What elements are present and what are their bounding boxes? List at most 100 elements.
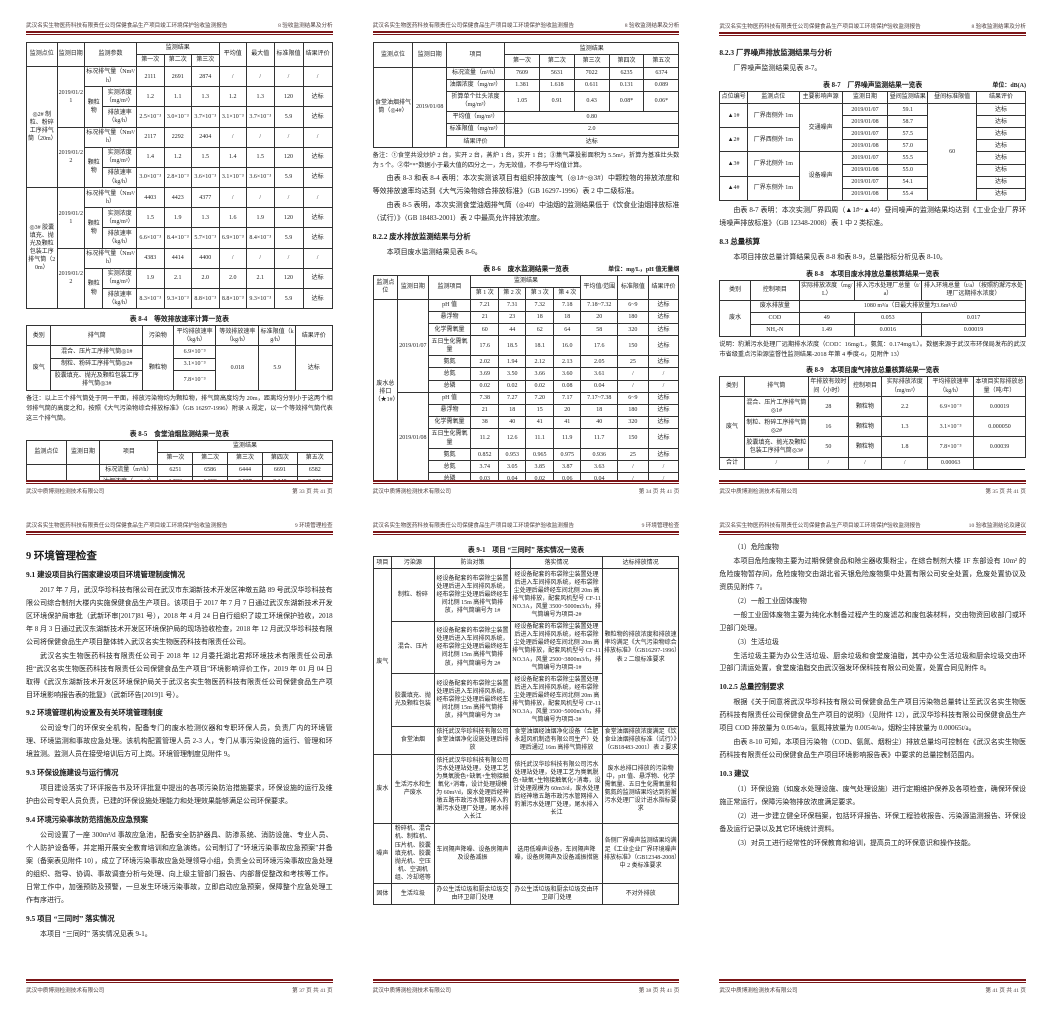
table-row: 总磷 0.03 0.04 0.02 0.06 0.04// xyxy=(373,472,680,480)
table-cell: 0.04 xyxy=(497,472,527,480)
table-cell: 食堂油烟 xyxy=(390,725,435,756)
table-cell: 4377 xyxy=(191,187,220,209)
page-header-section: 9 环境管理检查 xyxy=(641,523,680,529)
table-cell: 0.00019 xyxy=(921,323,1026,338)
report-page-1: 武汉名实生物医药科技有限责任公司保健食品生产项目竣工环境保护验收监测报告 8 验收… xyxy=(14,16,345,501)
table-cell: 15 xyxy=(525,403,554,417)
table-cell: 2019/01/21 xyxy=(56,187,86,249)
table-cell: 制粒、粉碎 xyxy=(390,568,435,622)
table-cell: 2019/01/22 xyxy=(56,126,86,189)
page-header-title: 武汉名实生物医药科技有限责任公司保健食品生产项目竣工环境保护验收监测报告 xyxy=(26,523,228,529)
table-cell: 62 xyxy=(525,323,554,337)
table-cell: 厂界东侧外 1m xyxy=(746,175,800,201)
table-cell: 2.0 xyxy=(191,267,220,290)
table-row: 食堂油烟排气筒（◎4#） 2019/01/08 标况流量（m³/h） 7609 5631… xyxy=(372,66,680,149)
table-cell: 180 xyxy=(617,310,649,325)
paragraph: （1）环保设施（如废水处理设施、废气处理设施）进行定期维护保养及各项检查，确保环… xyxy=(719,785,1026,806)
table-cell: 达标 xyxy=(976,139,1026,153)
table-cell: 2111 xyxy=(136,65,165,88)
table-cell: 类别 xyxy=(719,279,751,301)
table-cell: 0.975 xyxy=(552,448,582,462)
table-cell: 实测浓度（mg/m³） xyxy=(102,267,137,290)
table-cell: 第一次 xyxy=(504,54,540,68)
table-cell: 0.02 xyxy=(525,379,554,393)
table-cell: 监测点位 xyxy=(372,274,399,300)
table-cell: 生活污水和生产废水 xyxy=(390,754,435,824)
page-footer: 武汉中质博测检测技术有限公司 第 37 页 共 41 页 xyxy=(26,979,333,996)
table-note: 备注：①食堂共设炒炉 2 台，实开 2 台，蒸炉 1 台，实开 1 台；③集气罩… xyxy=(372,152,680,170)
paragraph: 生活垃圾主要为办公生活垃圾、厨余垃圾和食堂废油脂，其中办公生活垃圾和厨余垃圾交由… xyxy=(719,651,1026,673)
table-cell: 达标 xyxy=(647,448,680,462)
table-cell: 1.3 xyxy=(246,86,275,108)
table-cell: 制粒、粉碎工序排气筒◎2# xyxy=(50,357,144,371)
table-cell: 2019/01/08 xyxy=(841,139,889,153)
table-cell: 2019/01/08 xyxy=(841,163,889,177)
table-cell: / xyxy=(647,472,680,480)
table-cell: 50 xyxy=(807,436,849,458)
table-cell: 6586 xyxy=(192,463,229,477)
table-cell: 经设备配套的布袋除尘装置处理后进入车间排风系统，经布袋除尘处理后最终经车间北侧 … xyxy=(433,673,512,727)
table-cell: 达标 xyxy=(302,166,333,189)
table-cell: ▲3# xyxy=(719,151,748,177)
table-cell: 0.02 xyxy=(525,472,554,480)
table-cell: 各侧厂界噪声监测结果均满足《工业企业厂界环境噪声排放标准》（GB12348-20… xyxy=(601,822,680,885)
table-cell: 0.03 xyxy=(470,472,499,480)
page-header-section: 8 验收监测结果及分析 xyxy=(624,23,680,30)
table-cell: 1.8 xyxy=(881,436,929,458)
table-cell: 标准限值（mg/m³） xyxy=(445,122,506,137)
table-cell: 23 xyxy=(497,310,527,325)
table-cell: 7609 xyxy=(504,66,540,80)
table-cell: / xyxy=(617,379,649,393)
table-cell: 6.9×10⁻³ xyxy=(218,227,247,249)
table-cell: 6~9 xyxy=(617,298,649,312)
table-cell: 3.66 xyxy=(525,367,554,381)
table-cell: / xyxy=(273,65,304,88)
page-header-title: 武汉名实生物医药科技有限责任公司保健食品生产项目竣工环境保护验收监测报告 xyxy=(719,24,921,30)
table-cell: 0.02 xyxy=(497,379,527,393)
table-cell: 标况排气量（Nm³/h） xyxy=(84,187,137,209)
table-cell: 5.9 xyxy=(273,106,304,128)
table-cell: 第四次 xyxy=(261,451,298,465)
table-cell: 监测点位 xyxy=(26,41,58,67)
table-cell: 总磷 xyxy=(427,379,472,393)
table-note: 说明：豹澥污水处理厂远期排水浓度（COD：16mg/L，氨氮：0.174mg/L… xyxy=(719,341,1026,358)
table-cell: 年排放有效时间（小时） xyxy=(807,375,849,398)
table-title: 表 8-4 等效排放速率计算一览表 xyxy=(129,316,229,324)
table-row: ▲1# 厂界南侧外 1m 交通噪声 2019/01/07 59.1 60 达标 xyxy=(719,103,1026,201)
table-cell: 0.131 xyxy=(608,78,645,92)
table-cell: ◎3# 胶囊填充、抛光及颗粒包装工序排气筒（20m） xyxy=(26,187,58,310)
table-cell: 折算单个灶头浓度（mg/m³） xyxy=(445,90,506,112)
table-cell: 8.3×10⁻³ xyxy=(136,288,165,310)
table-cell: 17.6 xyxy=(580,335,619,357)
table-cell: / xyxy=(743,456,809,470)
footer-page-number: 第 41 页 共 41 页 xyxy=(985,988,1026,994)
table-cell: 经设备配套的布袋除尘装置处理后进入车间排风系统，经布袋除尘处理后最终经车间北侧 … xyxy=(510,673,603,727)
table-cell: 悬浮物 xyxy=(427,403,472,417)
table-row: 胶囊填充、抛光及颗粒包装工序排气筒◎3# 7.8×10⁻³ xyxy=(27,369,333,391)
section-heading: 8.2.2 废水排放监测结果与分析 xyxy=(372,231,471,241)
table-cell: / xyxy=(218,187,247,209)
table-cell: 1.3 xyxy=(191,207,220,229)
table-cell: 320 xyxy=(617,415,649,429)
table-cell: 7.17~7.38 xyxy=(580,391,619,405)
table-cell: 达标 xyxy=(976,175,1026,189)
table-cell: 颗粒物的排放浓度和排放速率均满足《大气污染物综合排放标准》（GB16297-19… xyxy=(601,568,680,727)
table-cell: 监测参数 xyxy=(84,41,137,67)
table-row: 食堂油烟 依托武汉华珍科技有限公司食堂油烟净化设施处理后排放 食堂油烟经油烟净化设备… xyxy=(373,725,680,756)
table-cell: 3.74 xyxy=(470,460,499,474)
table-cell: 2.02 xyxy=(470,355,499,369)
table-cell: / xyxy=(218,65,247,88)
table-cell: 达标 xyxy=(647,427,680,450)
table-cell: 2691 xyxy=(163,65,192,88)
table-cell: 9.3×10⁻³ xyxy=(163,288,192,310)
table-cell: NH₃-N xyxy=(749,323,800,338)
table-cell: 2019/01/08 xyxy=(397,391,429,480)
table-cell: 标况流量（m³/h） xyxy=(99,463,159,477)
table-cell: 项目 xyxy=(445,42,506,68)
paragraph: 武汉名实生物医药科技有限责任公司于 2018 年 12 月委托湖北君邦环境技术有… xyxy=(26,651,333,699)
table-cell: 5.9 xyxy=(273,288,304,310)
table-cell: 7022 xyxy=(573,66,610,80)
table-cell: 依托武汉华珍科技有限公司污水处理站处理，处理工艺为臭氧脱色+缺氧+生物接触氧化+… xyxy=(433,754,512,824)
table-cell: 0.02 xyxy=(470,379,499,393)
